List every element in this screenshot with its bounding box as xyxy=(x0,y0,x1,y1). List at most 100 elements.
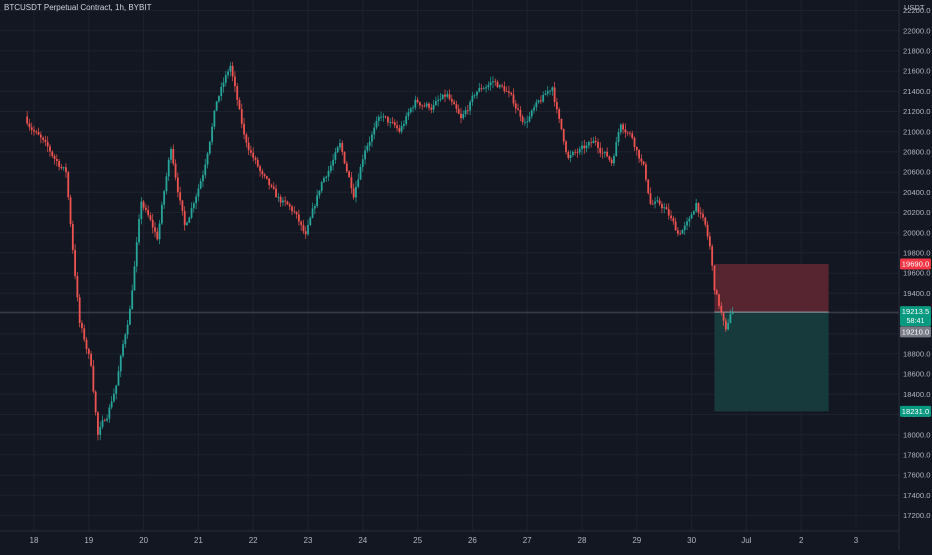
candle-body xyxy=(485,87,487,89)
candle-body xyxy=(400,125,403,132)
candle-body xyxy=(213,110,216,127)
candle-body xyxy=(179,192,182,201)
price-tick-label: 20600.0 xyxy=(903,168,930,177)
candle-body xyxy=(227,71,229,76)
candle-body xyxy=(302,224,305,232)
time-tick-label: 2 xyxy=(799,536,804,545)
time-tick-label: 27 xyxy=(523,536,532,545)
time-tick-label: 22 xyxy=(249,536,258,545)
price-tick-label: 18400.0 xyxy=(903,390,930,399)
candle-body xyxy=(46,141,49,147)
time-axis[interactable]: 18 19 20 21 22 23 24 25 26 27 28 29 30 Jul 2 3 xyxy=(30,536,859,545)
candle-body xyxy=(243,123,245,135)
candle-body xyxy=(403,123,405,126)
candle-body xyxy=(215,101,218,111)
candle-body xyxy=(450,99,453,102)
price-tick-label: 20000.0 xyxy=(903,228,930,237)
candle-body xyxy=(380,116,382,118)
candle-body xyxy=(695,203,698,212)
candle-body xyxy=(67,172,70,198)
price-tick-label: 18600.0 xyxy=(903,370,930,379)
candle-body xyxy=(654,201,656,204)
candle-body xyxy=(206,153,209,165)
candle-body xyxy=(619,124,622,133)
entry-price-badge-countdown: 58:41 xyxy=(907,316,925,325)
candle-body xyxy=(37,132,40,135)
price-tick-label: 17600.0 xyxy=(903,471,930,480)
candle-body xyxy=(382,116,385,118)
candle-body xyxy=(469,101,472,111)
candle-body xyxy=(718,294,720,306)
candle-body xyxy=(585,145,588,149)
price-tick-label: 21200.0 xyxy=(903,107,930,116)
candle-body xyxy=(640,158,643,162)
candle-body xyxy=(192,203,195,209)
price-tick-label: 17400.0 xyxy=(903,491,930,500)
candle-body xyxy=(94,391,97,413)
candle-body xyxy=(629,132,631,134)
price-tick-label: 21400.0 xyxy=(903,87,930,96)
candle-body xyxy=(540,100,542,102)
candle-body xyxy=(432,104,435,110)
candle-body xyxy=(446,94,449,97)
short-position-tool[interactable] xyxy=(0,264,899,412)
candle-body xyxy=(437,99,440,101)
candle-body xyxy=(252,152,255,158)
candle-body xyxy=(165,176,168,192)
candle-body xyxy=(222,82,225,87)
candle-body xyxy=(690,214,693,219)
candle-body xyxy=(651,203,654,205)
candle-body xyxy=(106,418,108,421)
candle-body xyxy=(286,201,289,205)
time-tick-label: 3 xyxy=(854,536,859,545)
candle-body xyxy=(90,353,92,366)
price-tick-label: 19800.0 xyxy=(903,249,930,258)
candle-body xyxy=(398,128,401,132)
candle-body xyxy=(30,127,33,131)
last-price-badge: 19210.0 xyxy=(902,327,929,336)
candle-body xyxy=(323,177,325,183)
candle-body xyxy=(480,88,483,89)
candle-body xyxy=(65,167,67,173)
candle-body xyxy=(384,116,387,118)
candle-body xyxy=(234,76,236,87)
candle-body xyxy=(391,122,394,123)
candle-body xyxy=(190,208,193,218)
candle-body xyxy=(135,242,138,267)
candle-body xyxy=(407,112,410,117)
candle-body xyxy=(211,126,213,142)
target-price-badge: 18231.0 xyxy=(902,407,929,416)
price-tick-label: 18800.0 xyxy=(903,350,930,359)
candle-body xyxy=(277,196,280,198)
candle-body xyxy=(661,204,663,209)
candle-body xyxy=(715,290,718,295)
candle-body xyxy=(160,204,163,224)
candle-body xyxy=(131,290,134,309)
candle-body xyxy=(288,204,291,207)
candle-body xyxy=(99,426,102,435)
candle-body xyxy=(375,120,378,128)
candle-body xyxy=(524,122,526,123)
candle-body xyxy=(247,142,250,151)
candle-body xyxy=(578,149,581,153)
price-tick-label: 19600.0 xyxy=(903,269,930,278)
time-tick-label: 25 xyxy=(413,536,422,545)
candle-body xyxy=(151,219,154,228)
price-tick-label: 18000.0 xyxy=(903,430,930,439)
candle-body xyxy=(537,100,540,103)
candle-body xyxy=(633,138,636,147)
candle-body xyxy=(729,313,732,323)
time-tick-label: 26 xyxy=(468,536,477,545)
candle-body xyxy=(699,212,702,214)
candle-body xyxy=(245,134,248,143)
candle-body xyxy=(603,151,606,154)
time-tick-label: 19 xyxy=(84,536,93,545)
price-tick-label: 21800.0 xyxy=(903,47,930,56)
candle-body xyxy=(389,122,392,123)
candle-body xyxy=(441,94,444,99)
candle-body xyxy=(514,103,517,109)
stop-price-badge: 19690.0 xyxy=(902,260,929,269)
candle-body xyxy=(656,200,659,202)
